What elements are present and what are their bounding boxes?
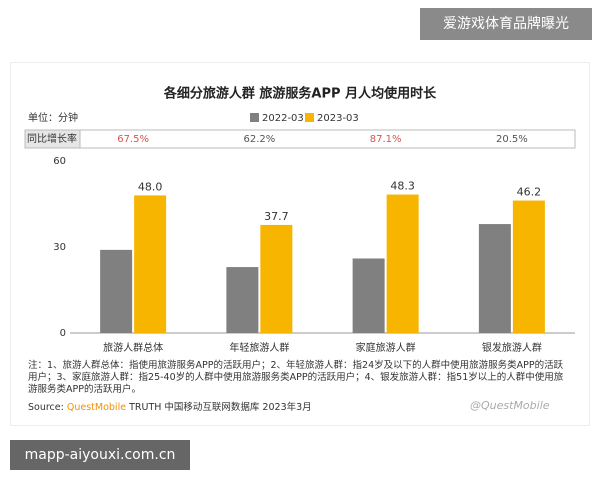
bar [134, 195, 167, 333]
legend-label: 2023-03 [317, 113, 359, 124]
y-tick-label: 0 [60, 328, 66, 339]
y-tick-label: 60 [53, 156, 66, 167]
watermark: 爱游戏体育品牌曝光 [420, 8, 592, 40]
site-label: mapp-aiyouxi.com.cn [10, 440, 190, 470]
growth-label-cell [24, 129, 81, 149]
chart-card [10, 62, 590, 426]
note: 注：1、旅游人群总体：指使用旅游服务APP的活跃用户；2、年轻旅游人群：指24岁… [28, 360, 564, 395]
growth-value: 20.5% [496, 134, 528, 145]
bar [260, 224, 293, 333]
source: Source: QuestMobile TRUTH 中国移动互联网数据库 202… [28, 399, 312, 413]
x-tick-label: 家庭旅游人群 [356, 341, 416, 354]
bar [512, 200, 545, 333]
source-prefix: Source: [28, 402, 64, 413]
bar [478, 224, 511, 333]
x-tick-label: 银发旅游人群 [482, 341, 542, 354]
growth-value: 67.5% [117, 134, 149, 145]
value-label: 48.3 [390, 180, 415, 193]
growth-value: 87.1% [370, 134, 402, 145]
x-tick-label: 年轻旅游人群 [229, 341, 289, 354]
bar [386, 194, 419, 333]
value-label: 37.7 [264, 210, 289, 223]
value-label: 46.2 [517, 186, 542, 199]
growth-label: 同比增长率 [27, 132, 77, 145]
growth-row [24, 129, 576, 149]
bar [226, 267, 259, 333]
legend-swatch [250, 113, 259, 122]
source-brand: QuestMobile [66, 402, 127, 413]
logo: @QuestMobile [470, 399, 550, 412]
growth-value: 62.2% [243, 134, 275, 145]
x-tick-label: 旅游人群总体 [103, 341, 163, 354]
legend-label: 2022-03 [262, 113, 304, 124]
legend-swatch [305, 113, 314, 122]
source-rest: TRUTH 中国移动互联网数据库 2023年3月 [129, 402, 312, 413]
bar [100, 249, 133, 333]
bar [352, 258, 385, 333]
value-label: 48.0 [138, 180, 163, 193]
chart-title: 各细分旅游人群 旅游服务APP 月人均使用时长 [163, 86, 437, 102]
y-tick-label: 30 [53, 242, 66, 253]
unit-label: 单位：分钟 [28, 111, 78, 124]
